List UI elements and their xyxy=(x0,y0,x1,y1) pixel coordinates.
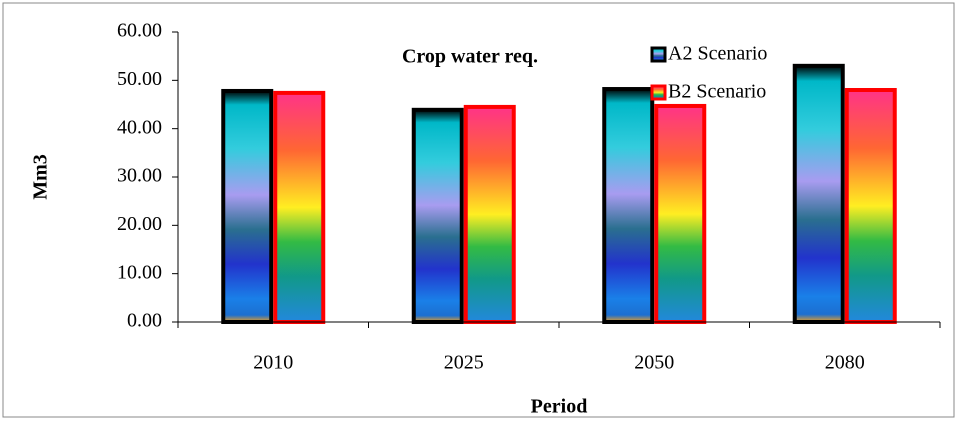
y-axis-label: Mm3 xyxy=(30,154,52,200)
x-tick-label: 2025 xyxy=(444,352,484,374)
bar xyxy=(792,63,845,324)
bar xyxy=(844,88,897,324)
y-tick-label: 20.00 xyxy=(117,213,162,235)
bar xyxy=(463,104,516,324)
chart-title: Crop water req. xyxy=(402,46,538,68)
legend-marker xyxy=(650,46,667,63)
legend-label: A2 Scenario xyxy=(668,43,767,65)
x-tick-label: 2080 xyxy=(825,352,865,374)
bar xyxy=(411,107,464,324)
y-tick-label: 30.00 xyxy=(117,165,162,187)
bar xyxy=(654,103,707,324)
y-tick-label: 10.00 xyxy=(117,261,162,283)
legend-marker xyxy=(650,84,667,101)
y-tick-label: 60.00 xyxy=(117,20,162,42)
y-tick-label: 0.00 xyxy=(127,310,162,332)
bar xyxy=(273,90,326,325)
bar xyxy=(221,88,274,325)
bar xyxy=(602,87,655,324)
y-tick-label: 50.00 xyxy=(117,68,162,90)
legend-label: B2 Scenario xyxy=(668,81,766,103)
x-axis-label: Period xyxy=(531,396,588,418)
x-tick-label: 2010 xyxy=(253,352,293,374)
x-tick-label: 2050 xyxy=(634,352,674,374)
y-tick-label: 40.00 xyxy=(117,116,162,138)
